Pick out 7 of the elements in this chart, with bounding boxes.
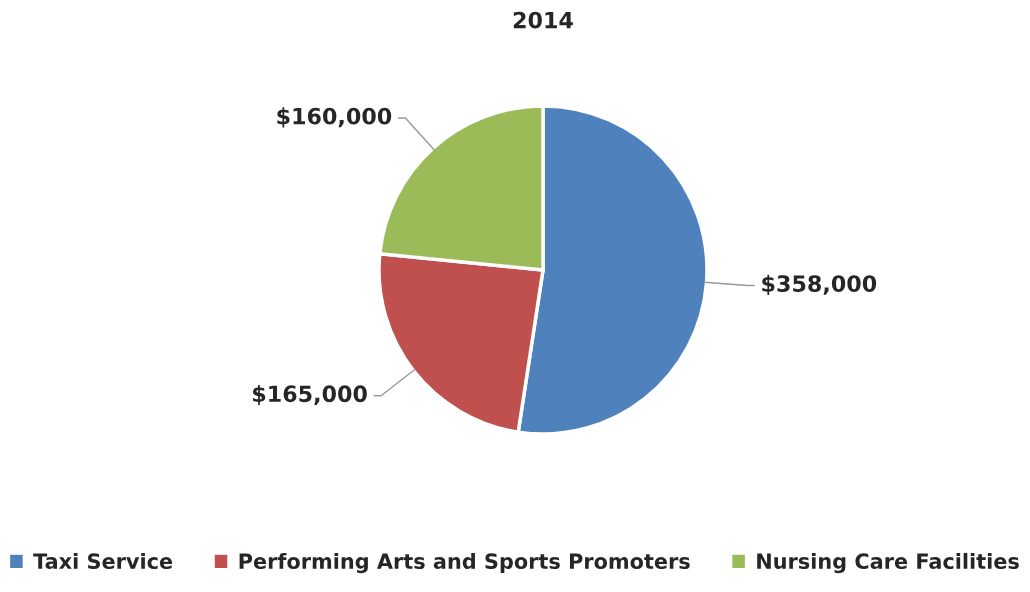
data-label: $165,000	[253, 384, 367, 406]
data-label: $160,000	[277, 107, 392, 128]
legend-label: Performing Arts and Sports Promoters	[239, 552, 690, 574]
legend-label: Nursing Care Facilities	[757, 552, 1019, 574]
legend-label: Taxi Service	[33, 552, 173, 570]
data-label: $358,000	[762, 274, 877, 295]
chart-title: 2014	[513, 11, 573, 29]
